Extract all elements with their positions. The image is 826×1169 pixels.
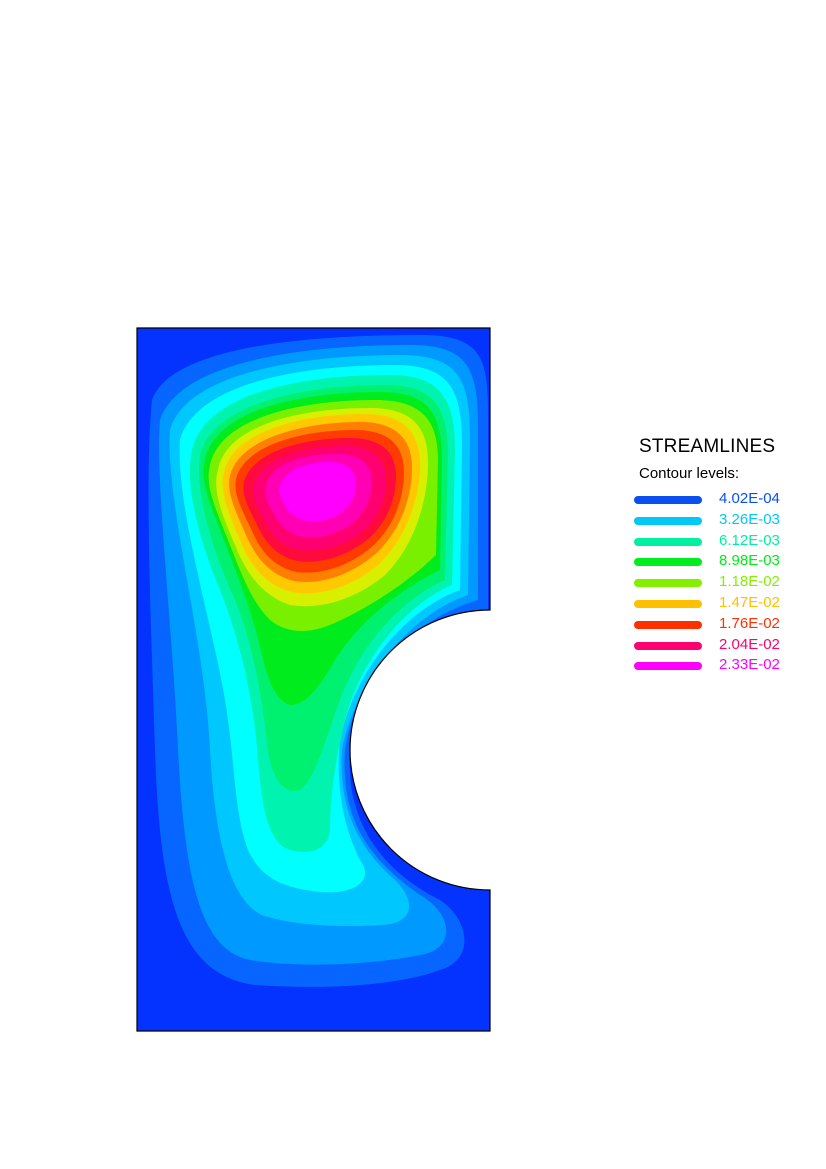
legend-swatch bbox=[634, 579, 702, 588]
legend-entry: 1.18E-02 bbox=[634, 573, 814, 596]
legend-label: 2.33E-02 bbox=[719, 656, 780, 674]
legend-title: STREAMLINES bbox=[639, 436, 776, 457]
legend-entries: 4.02E-04 3.26E-03 6.12E-03 8.98E-03 1.18E-02… bbox=[634, 490, 814, 679]
legend-entry: 2.33E-02 bbox=[634, 656, 814, 679]
legend-swatch bbox=[634, 662, 702, 671]
legend-entry: 3.26E-03 bbox=[634, 510, 814, 534]
legend-label: 3.26E-03 bbox=[719, 510, 780, 528]
legend-label: 2.04E-02 bbox=[719, 635, 780, 653]
legend-swatch bbox=[634, 496, 702, 504]
legend-entry: 2.04E-02 bbox=[634, 635, 814, 659]
legend-label: 1.76E-02 bbox=[719, 614, 780, 632]
legend-label: 6.12E-03 bbox=[719, 531, 780, 549]
legend-entry: 8.98E-03 bbox=[634, 552, 814, 575]
legend-swatch bbox=[634, 537, 702, 546]
legend-entry: 1.47E-02 bbox=[634, 593, 814, 617]
legend-label: 1.18E-02 bbox=[719, 573, 780, 591]
legend: STREAMLINES Contour levels: 4.02E-04 3.26… bbox=[634, 436, 814, 679]
legend-swatch bbox=[634, 620, 702, 629]
legend-swatch bbox=[634, 599, 702, 608]
legend-entry: 4.02E-04 bbox=[634, 490, 814, 513]
legend-swatch bbox=[634, 558, 702, 567]
legend-swatch bbox=[634, 641, 702, 650]
domain-outline bbox=[136, 327, 491, 1032]
legend-entry: 6.12E-03 bbox=[634, 531, 814, 555]
legend-entry: 1.76E-02 bbox=[634, 614, 814, 638]
legend-label: 1.47E-02 bbox=[719, 593, 780, 611]
legend-subtitle: Contour levels: bbox=[639, 465, 740, 482]
legend-swatch bbox=[634, 516, 702, 525]
contour-band-16 bbox=[278, 462, 356, 522]
legend-label: 8.98E-03 bbox=[719, 552, 780, 570]
legend-label: 4.02E-04 bbox=[719, 490, 780, 507]
